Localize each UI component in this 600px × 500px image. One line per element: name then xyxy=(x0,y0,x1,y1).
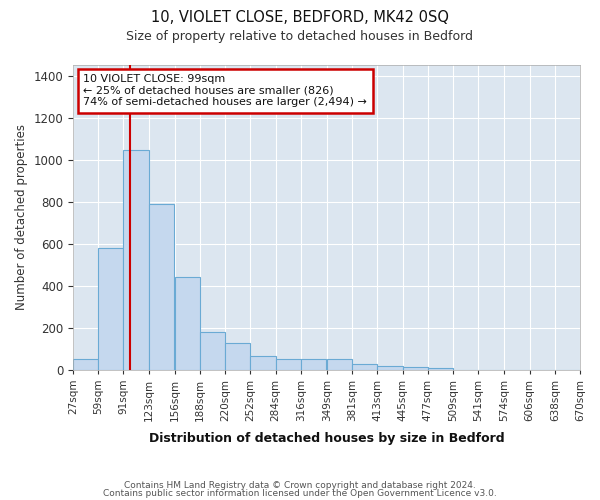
Text: Size of property relative to detached houses in Bedford: Size of property relative to detached ho… xyxy=(127,30,473,43)
Bar xyxy=(250,356,275,370)
Bar xyxy=(301,359,326,370)
Bar xyxy=(175,278,200,370)
Text: Contains public sector information licensed under the Open Government Licence v3: Contains public sector information licen… xyxy=(103,488,497,498)
Bar xyxy=(327,359,352,370)
Bar xyxy=(225,344,250,369)
Bar xyxy=(149,204,174,370)
Bar xyxy=(275,359,301,370)
Text: 10, VIOLET CLOSE, BEDFORD, MK42 0SQ: 10, VIOLET CLOSE, BEDFORD, MK42 0SQ xyxy=(151,10,449,25)
Bar xyxy=(377,366,403,370)
Bar xyxy=(124,150,149,370)
X-axis label: Distribution of detached houses by size in Bedford: Distribution of detached houses by size … xyxy=(149,432,505,445)
Bar xyxy=(200,332,225,370)
Bar xyxy=(98,248,124,370)
Bar xyxy=(403,366,428,370)
Bar xyxy=(73,359,98,370)
Text: Contains HM Land Registry data © Crown copyright and database right 2024.: Contains HM Land Registry data © Crown c… xyxy=(124,481,476,490)
Bar xyxy=(352,364,377,370)
Y-axis label: Number of detached properties: Number of detached properties xyxy=(15,124,28,310)
Text: 10 VIOLET CLOSE: 99sqm
← 25% of detached houses are smaller (826)
74% of semi-de: 10 VIOLET CLOSE: 99sqm ← 25% of detached… xyxy=(83,74,367,108)
Bar xyxy=(428,368,453,370)
